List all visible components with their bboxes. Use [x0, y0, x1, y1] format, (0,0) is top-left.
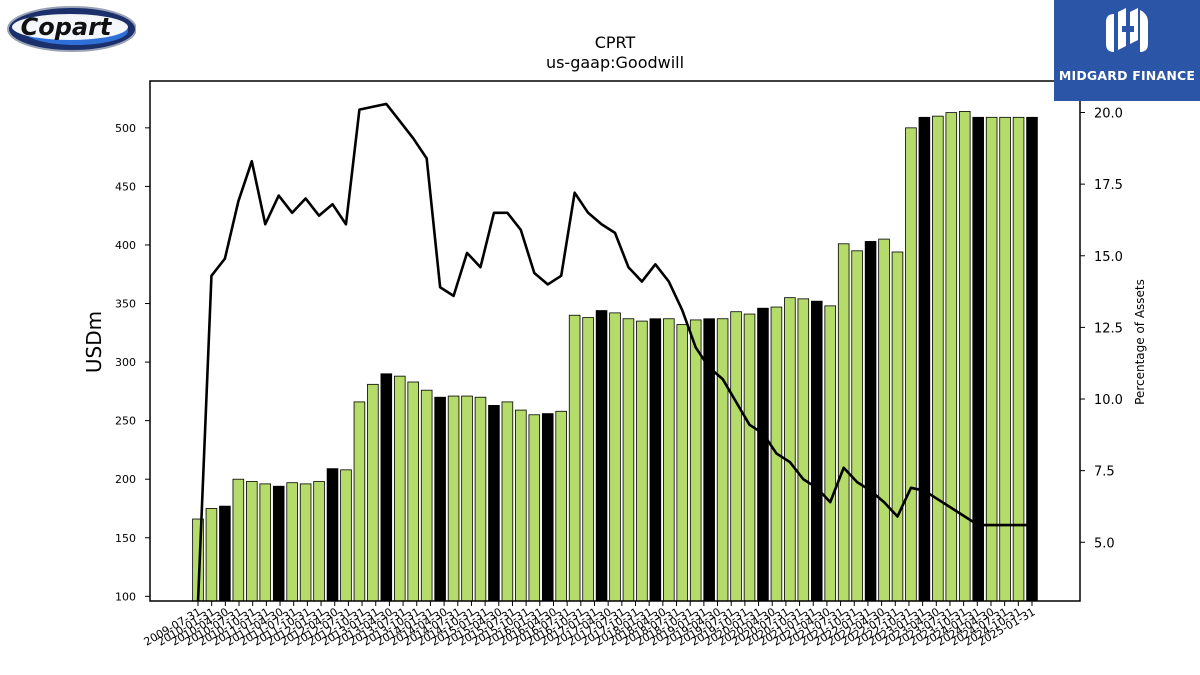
goodwill-bar: [1012, 116, 1025, 602]
goodwill-bar: [528, 414, 541, 602]
goodwill-bar: [313, 481, 325, 602]
goodwill-bar: [393, 375, 406, 602]
y2-tick-label: 17.5: [1094, 178, 1123, 193]
goodwill-bar: [340, 469, 352, 602]
goodwill-bar: [622, 318, 635, 602]
goodwill-bar: [434, 396, 446, 602]
goodwill-bar: [689, 319, 702, 602]
y2-tick-label: 15.0: [1094, 250, 1123, 265]
goodwill-bar: [1026, 116, 1038, 602]
goodwill-bar: [891, 251, 904, 602]
goodwill-bar: [367, 383, 379, 602]
copart-logo-text: Copart: [21, 13, 113, 41]
goodwill-bar: [380, 373, 393, 602]
goodwill-bar: [743, 313, 756, 602]
y2-tick-label: 10.0: [1094, 393, 1123, 408]
goodwill-bar: [407, 381, 420, 602]
y2-tick-label: 12.5: [1094, 321, 1123, 336]
y-tick-label: 350: [115, 298, 136, 311]
midgard-finance-text: MIDGARD FINANCE: [1058, 68, 1196, 83]
copart-logo: Copart: [4, 4, 137, 54]
y2-tick-label: 20.0: [1094, 107, 1123, 122]
goodwill-bar: [716, 318, 729, 602]
goodwill-bar: [824, 305, 837, 602]
goodwill-bar: [784, 297, 796, 602]
goodwill-bar: [420, 389, 433, 602]
midgard-finance-logo: MIDGARD FINANCE: [1054, 0, 1200, 101]
chart-title: CPRT: [595, 33, 636, 52]
goodwill-bar: [515, 409, 527, 602]
goodwill-bar: [985, 116, 998, 602]
goodwill-bar: [326, 468, 339, 602]
goodwill-bar: [246, 481, 258, 602]
goodwill-bar: [501, 401, 514, 602]
goodwill-bar: [837, 243, 850, 602]
plot-frame: [149, 80, 1081, 602]
goodwill-bar: [299, 483, 312, 602]
goodwill-bar: [918, 116, 931, 602]
goodwill-bar: [676, 324, 689, 602]
goodwill-bar: [878, 238, 890, 602]
chart-subtitle: us-gaap:Goodwill: [546, 53, 684, 72]
goodwill-bar: [286, 482, 298, 602]
y2-axis-label: Percentage of Assets: [1133, 279, 1147, 405]
y2-tick-label: 5.0: [1094, 536, 1115, 551]
bars-layer: [192, 111, 1038, 602]
goodwill-bar: [461, 395, 473, 602]
y-tick-label: 150: [115, 532, 136, 545]
goodwill-bar: [474, 396, 487, 602]
axes-layer: 100 150 200 250 300 350 400 450 500 5.0 7.5 10.0 12.…: [115, 80, 1123, 649]
goodwill-bar: [864, 241, 877, 602]
goodwill-bar: [797, 298, 810, 602]
y-tick-label: 450: [115, 180, 136, 193]
goodwill-bar: [272, 485, 285, 602]
y-tick-label: 200: [115, 473, 136, 486]
y-axis-label: USDm: [82, 311, 106, 373]
goodwill-bar: [488, 405, 500, 602]
goodwill-bar: [568, 314, 581, 602]
goodwill-bar: [353, 401, 366, 602]
line-layer: [196, 102, 1032, 601]
goodwill-bar: [205, 508, 218, 602]
goodwill-bar: [851, 250, 863, 602]
y-tick-label: 300: [115, 356, 136, 369]
goodwill-bar: [649, 318, 662, 602]
goodwill-bar: [219, 505, 231, 602]
y-tick-label: 250: [115, 415, 136, 428]
y-tick-label: 100: [115, 590, 136, 603]
goodwill-bar: [810, 300, 823, 602]
goodwill-bar: [232, 478, 245, 602]
y2-tick-label: 7.5: [1094, 465, 1115, 480]
goodwill-bar: [945, 112, 958, 602]
goodwill-bar: [636, 320, 648, 602]
goodwill-bar: [972, 116, 984, 602]
goodwill-bar: [595, 310, 608, 602]
goodwill-bar: [932, 115, 944, 602]
goodwill-bar: [259, 483, 272, 602]
midgard-emblem-icon: [1106, 8, 1148, 52]
goodwill-bar: [905, 127, 917, 602]
goodwill-bar: [958, 111, 971, 602]
goodwill-bar: [541, 413, 554, 602]
goodwill-bar: [999, 116, 1011, 602]
percentage-of-assets-line: [196, 102, 1032, 601]
goodwill-bar: [663, 318, 675, 602]
goodwill-bar: [730, 311, 742, 602]
y-tick-label: 400: [115, 239, 136, 252]
goodwill-bar: [757, 307, 769, 602]
goodwill-bar: [609, 312, 621, 602]
y-tick-label: 500: [115, 122, 136, 135]
goodwill-bar: [582, 317, 594, 602]
goodwill-bar: [555, 410, 567, 602]
goodwill-bar: [447, 395, 460, 602]
